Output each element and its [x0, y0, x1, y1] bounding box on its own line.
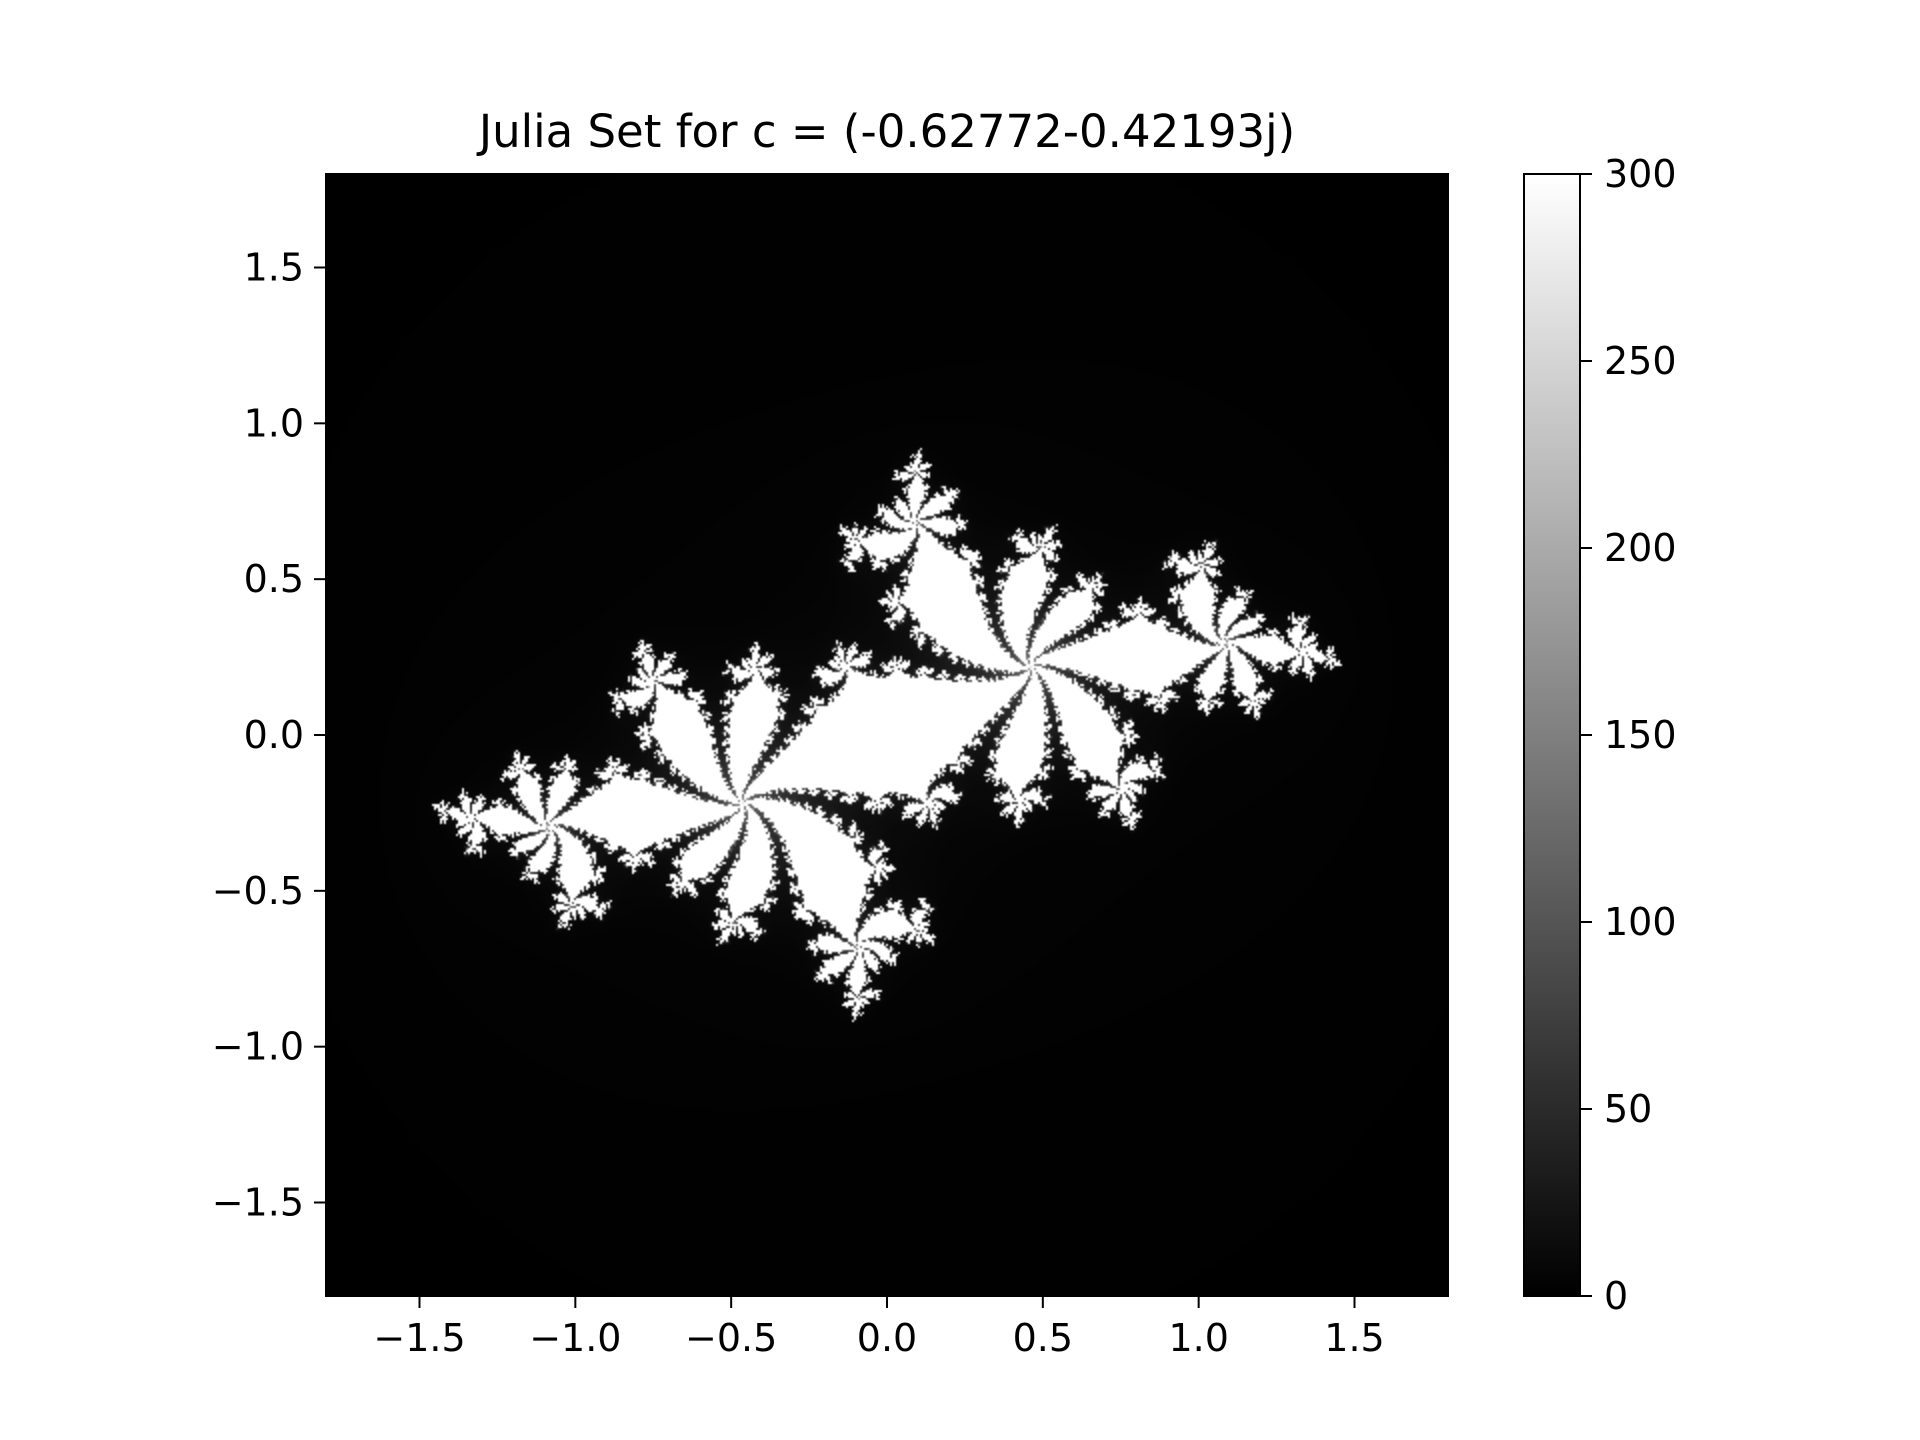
y-tick-label: −0.5	[212, 869, 304, 913]
x-tick-label: −1.5	[373, 1316, 465, 1360]
y-tick-label: 0.0	[244, 713, 304, 757]
colorbar-tick-label: 50	[1604, 1087, 1652, 1131]
fractal-image	[326, 174, 1448, 1296]
y-tick-label: 1.0	[244, 401, 304, 445]
colorbar-tick-label: 300	[1604, 152, 1677, 196]
x-tick-label: 0.0	[857, 1316, 917, 1360]
y-axis: 1.5 1.0 0.5 0.0 −0.5 −1.0 −1.5	[212, 246, 326, 1225]
x-axis: −1.5 −1.0 −0.5 0.0 0.5 1.0 1.5	[373, 1296, 1385, 1360]
x-tick-label: 1.5	[1324, 1316, 1384, 1360]
colorbar-tick-label: 250	[1604, 339, 1677, 383]
colorbar	[1523, 173, 1581, 1297]
x-tick-label: −0.5	[685, 1316, 777, 1360]
x-tick-label: 1.0	[1168, 1316, 1228, 1360]
colorbar-tick-label: 0	[1604, 1274, 1628, 1318]
y-tick-label: −1.0	[212, 1025, 304, 1069]
y-tick-label: 1.5	[244, 246, 304, 290]
x-tick-label: 0.5	[1013, 1316, 1073, 1360]
x-tick-label: −1.0	[529, 1316, 621, 1360]
colorbar-tick-label: 200	[1604, 526, 1677, 570]
fractal-canvas	[326, 174, 1448, 1296]
y-tick-label: −1.5	[212, 1181, 304, 1225]
colorbar-tick-label: 150	[1604, 713, 1677, 757]
colorbar-axis: 0 50 100 150 200 250 300	[1580, 152, 1677, 1318]
chart-title: Julia Set for c = (-0.62772-0.42193j)	[476, 105, 1295, 158]
y-tick-label: 0.5	[244, 557, 304, 601]
colorbar-tick-label: 100	[1604, 900, 1677, 944]
